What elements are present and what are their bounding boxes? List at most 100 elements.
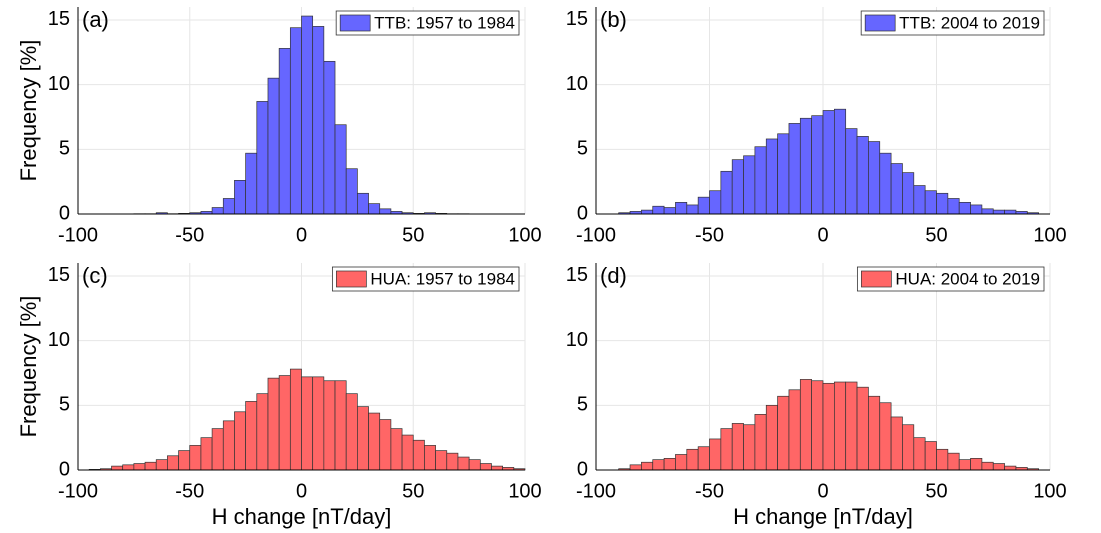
histogram-bar [289, 368, 302, 471]
histogram-bar [379, 208, 392, 215]
y-tick-label: 15 [48, 8, 70, 30]
histogram-bar [686, 448, 699, 471]
histogram-bar [799, 117, 812, 215]
x-tick-label: 100 [1033, 480, 1066, 502]
legend-swatch [861, 270, 892, 288]
histogram-bar [992, 209, 1005, 215]
histogram-bar [879, 152, 892, 215]
histogram-bar [641, 209, 654, 215]
panel-label: (d) [600, 263, 627, 288]
x-tick-label: 50 [925, 480, 947, 502]
histogram-bar [947, 198, 960, 215]
histogram-bar [1004, 465, 1017, 471]
histogram-bar [777, 133, 790, 215]
legend-label: HUA: 2004 to 2019 [895, 269, 1040, 288]
histogram-bar [924, 441, 937, 471]
histogram-bar [368, 412, 381, 471]
histogram-bar [357, 192, 369, 215]
histogram-bar [924, 190, 937, 215]
histogram-bar [936, 192, 949, 215]
histogram-bar [289, 27, 302, 215]
histogram-bar [879, 402, 892, 471]
histogram-bar [833, 108, 847, 215]
histogram-bar [446, 452, 459, 471]
histogram-bar [390, 428, 403, 471]
y-tick-label: 10 [566, 73, 588, 95]
histogram-bar [697, 196, 710, 215]
histogram-bar [652, 459, 665, 471]
histogram-bar [345, 168, 358, 215]
histogram-bar [856, 386, 869, 471]
histogram-bar [675, 202, 688, 215]
histogram-bar [312, 376, 325, 471]
histogram-bar [856, 136, 869, 215]
histogram-bar [958, 459, 971, 471]
histogram-bar [777, 395, 790, 471]
y-axis-label: Frequency [%] [16, 40, 41, 182]
histogram-bar [278, 48, 291, 215]
histogram-bar [222, 420, 235, 471]
histogram-bar [155, 459, 168, 471]
histogram-bar [357, 406, 369, 471]
histogram-bar [743, 424, 756, 471]
histogram-bar [981, 208, 994, 215]
histogram-bar [652, 205, 665, 215]
y-tick-label: 5 [577, 138, 588, 160]
histogram-bar [323, 380, 336, 471]
histogram-bar [720, 428, 733, 471]
histogram-bar [301, 15, 314, 215]
histogram-bar [958, 202, 971, 215]
y-tick-label: 15 [48, 264, 70, 286]
histogram-bar [799, 379, 812, 471]
y-tick-label: 10 [566, 329, 588, 351]
histogram-bar [868, 141, 881, 215]
histogram-bar [468, 459, 481, 471]
y-tick-label: 10 [48, 73, 70, 95]
y-tick-label: 5 [59, 394, 70, 416]
y-tick-label: 0 [59, 458, 70, 480]
histogram-bar [788, 123, 801, 215]
histogram-bar [902, 172, 915, 215]
histogram-bar [992, 463, 1005, 471]
histogram-bar [822, 382, 835, 471]
histogram-bar [457, 456, 470, 471]
x-tick-label: 50 [925, 224, 947, 246]
histogram-bar [133, 463, 146, 471]
x-axis-label: H change [nT/day] [212, 504, 392, 529]
legend-label: TTB: 2004 to 2019 [899, 13, 1040, 32]
histogram-bar [379, 419, 392, 471]
y-tick-label: 0 [59, 202, 70, 224]
histogram-bar [167, 455, 179, 471]
histogram-bar [833, 381, 847, 471]
x-tick-label: -100 [576, 480, 616, 502]
histogram-bar [663, 458, 676, 471]
legend: TTB: 1957 to 1984 [335, 10, 520, 36]
histogram-bar [189, 445, 202, 471]
histogram-bar [890, 163, 903, 215]
x-tick-label: 100 [508, 480, 541, 502]
histogram-bar [122, 464, 135, 471]
histogram-bar [222, 198, 235, 215]
x-tick-label: -50 [175, 480, 204, 502]
histogram-bar [822, 110, 835, 215]
x-tick-label: 100 [1033, 224, 1066, 246]
legend-label: HUA: 1957 to 1984 [370, 269, 515, 288]
histogram-bar [902, 424, 915, 471]
x-tick-label: -50 [175, 224, 204, 246]
histogram-bar [754, 414, 767, 471]
histogram-bar [301, 376, 314, 471]
legend-swatch [336, 270, 367, 288]
histogram-bar [424, 445, 436, 471]
legend-label: TTB: 1957 to 1984 [374, 13, 515, 32]
histogram-bar [245, 401, 258, 471]
histogram-bar [709, 190, 722, 215]
y-tick-label: 0 [577, 458, 588, 480]
histogram-bar [267, 77, 280, 215]
histogram-bar [947, 452, 960, 471]
histogram-bar [345, 393, 358, 471]
y-tick-label: 15 [566, 8, 588, 30]
histogram-bar [845, 128, 858, 215]
x-tick-label: 100 [508, 224, 541, 246]
histogram-bar [323, 60, 336, 215]
panel-label: (c) [82, 263, 108, 288]
